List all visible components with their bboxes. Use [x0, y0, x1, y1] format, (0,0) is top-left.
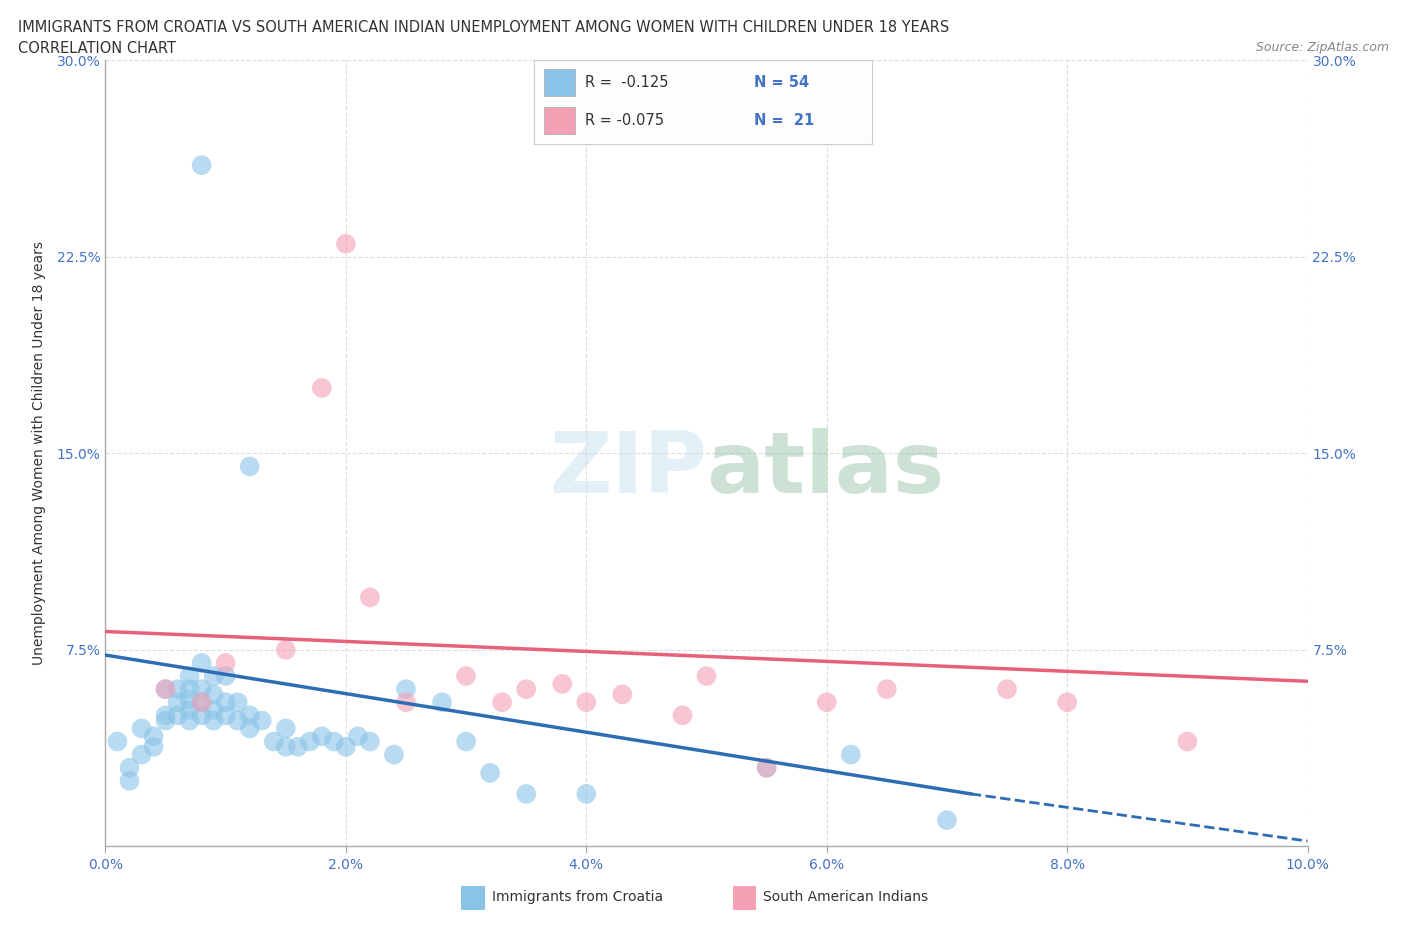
Point	[335, 739, 357, 754]
Y-axis label: Unemployment Among Women with Children Under 18 years: Unemployment Among Women with Children U…	[31, 242, 45, 665]
Point	[454, 669, 477, 684]
Point	[936, 813, 959, 828]
Point	[155, 713, 177, 728]
Point	[179, 669, 201, 684]
Point	[155, 682, 177, 697]
Point	[190, 158, 212, 173]
FancyBboxPatch shape	[544, 69, 575, 96]
Point	[274, 739, 297, 754]
Point	[155, 682, 177, 697]
Point	[1175, 734, 1198, 749]
Point	[190, 708, 212, 723]
Point	[118, 761, 141, 776]
Text: Immigrants from Croatia: Immigrants from Croatia	[492, 890, 664, 905]
Point	[202, 687, 225, 702]
Point	[575, 695, 598, 710]
Point	[166, 695, 188, 710]
Point	[995, 682, 1018, 697]
Point	[430, 695, 453, 710]
Point	[395, 695, 418, 710]
Point	[515, 682, 537, 697]
Text: IMMIGRANTS FROM CROATIA VS SOUTH AMERICAN INDIAN UNEMPLOYMENT AMONG WOMEN WITH C: IMMIGRANTS FROM CROATIA VS SOUTH AMERICA…	[18, 20, 949, 35]
Point	[755, 761, 778, 776]
Point	[395, 682, 418, 697]
Point	[612, 687, 634, 702]
Point	[287, 739, 309, 754]
Point	[118, 774, 141, 789]
Point	[382, 747, 405, 762]
Point	[214, 708, 236, 723]
Point	[671, 708, 693, 723]
Point	[166, 708, 188, 723]
Point	[359, 734, 381, 749]
Point	[479, 765, 502, 780]
Text: R = -0.075: R = -0.075	[585, 113, 664, 128]
Point	[226, 713, 249, 728]
Point	[239, 459, 262, 474]
Point	[1056, 695, 1078, 710]
Point	[190, 695, 212, 710]
Point	[214, 669, 236, 684]
Point	[274, 721, 297, 736]
Point	[274, 643, 297, 658]
Point	[347, 729, 370, 744]
Point	[454, 734, 477, 749]
Text: South American Indians: South American Indians	[763, 890, 928, 905]
Point	[142, 739, 165, 754]
Point	[239, 708, 262, 723]
Point	[179, 703, 201, 718]
Point	[166, 682, 188, 697]
Point	[179, 682, 201, 697]
Point	[131, 721, 153, 736]
Point	[755, 761, 778, 776]
FancyBboxPatch shape	[544, 107, 575, 134]
Point	[876, 682, 898, 697]
Point	[202, 703, 225, 718]
Point	[839, 747, 862, 762]
Point	[190, 682, 212, 697]
Point	[202, 713, 225, 728]
Point	[815, 695, 838, 710]
Point	[491, 695, 513, 710]
Text: CORRELATION CHART: CORRELATION CHART	[18, 41, 176, 56]
Point	[239, 721, 262, 736]
Text: Source: ZipAtlas.com: Source: ZipAtlas.com	[1256, 41, 1389, 54]
Point	[179, 692, 201, 707]
Point	[575, 787, 598, 802]
Point	[226, 695, 249, 710]
Point	[190, 695, 212, 710]
Point	[107, 734, 129, 749]
Point	[335, 236, 357, 251]
Point	[359, 590, 381, 604]
Point	[190, 656, 212, 671]
Point	[311, 380, 333, 395]
Point	[142, 729, 165, 744]
Point	[131, 747, 153, 762]
Text: atlas: atlas	[707, 428, 945, 511]
Point	[515, 787, 537, 802]
Point	[322, 734, 344, 749]
Point	[250, 713, 273, 728]
Point	[214, 695, 236, 710]
Point	[179, 713, 201, 728]
Point	[155, 708, 177, 723]
Point	[214, 656, 236, 671]
Point	[696, 669, 718, 684]
Point	[298, 734, 321, 749]
Point	[263, 734, 285, 749]
Text: N =  21: N = 21	[754, 113, 814, 128]
Text: ZIP: ZIP	[548, 428, 707, 511]
Point	[311, 729, 333, 744]
Point	[551, 676, 574, 691]
Point	[202, 669, 225, 684]
Text: R =  -0.125: R = -0.125	[585, 74, 668, 89]
Text: N = 54: N = 54	[754, 74, 808, 89]
